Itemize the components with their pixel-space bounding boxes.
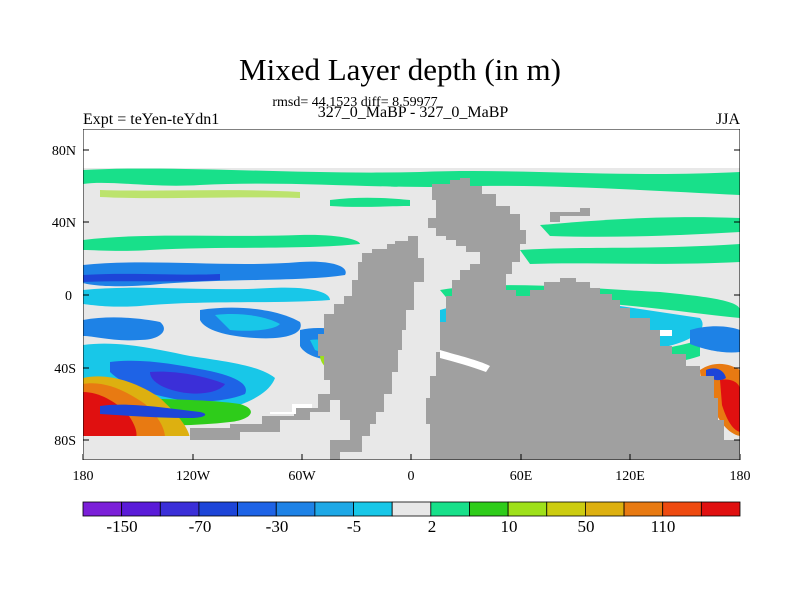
lat-label-80n: 80N <box>52 144 76 159</box>
lat-label-40n: 40N <box>52 216 76 231</box>
lat-label-40s: 40S <box>54 362 76 377</box>
colorbar <box>82 501 741 517</box>
colorbar-box <box>314 501 354 517</box>
colorbar-box <box>700 501 741 517</box>
colorbar-box <box>275 501 316 517</box>
colorbar-box <box>198 501 238 517</box>
colorbar-box <box>159 501 200 517</box>
lon-tick-labels: 180 120W 60W 0 60E 120E 180 <box>73 469 751 484</box>
lon-label-120e: 120E <box>615 469 645 484</box>
lon-label-180e: 180 <box>730 469 751 484</box>
map-title: Mixed Layer depth (in m) <box>239 52 561 87</box>
cbar-label-neg70: -70 <box>189 517 212 536</box>
cbar-label-neg30: -30 <box>266 517 289 536</box>
colorbar-box <box>237 501 277 517</box>
stats-line: rmsd= 44.1523 diff= 8.59977 <box>272 95 438 110</box>
cbar-label-50: 50 <box>578 517 595 536</box>
colorbar-box <box>507 501 548 517</box>
colorbar-box <box>469 501 509 517</box>
lat-label-80s: 80S <box>54 434 76 449</box>
cbar-label-10: 10 <box>501 517 518 536</box>
lon-label-120w: 120W <box>176 469 211 484</box>
colorbar-labels: -150 -70 -30 -5 2 10 50 110 <box>106 517 675 536</box>
cbar-label-2: 2 <box>428 517 437 536</box>
period-subtitle: 327_0_MaBP - 327_0_MaBP <box>317 104 509 121</box>
lat-tick-labels: 80N 40N 0 40S 80S <box>52 144 76 449</box>
map-field <box>83 129 740 460</box>
colorbar-box <box>623 501 664 517</box>
cbar-label-neg150: -150 <box>106 517 137 536</box>
lat-ticks <box>83 149 740 441</box>
lon-label-60w: 60W <box>288 469 316 484</box>
colorbar-box <box>546 501 586 517</box>
colorbar-box <box>82 501 123 517</box>
cbar-label-neg5: -5 <box>347 517 361 536</box>
experiment-label: Expt = teYen-teYdn1 <box>83 111 220 128</box>
cbar-label-110: 110 <box>651 517 676 536</box>
lon-label-180w: 180 <box>73 469 94 484</box>
lon-label-0: 0 <box>408 469 415 484</box>
colorbar-box <box>430 501 470 517</box>
lat-label-0: 0 <box>65 289 72 304</box>
lon-ticks <box>82 454 741 460</box>
colorbar-box <box>662 501 702 517</box>
colorbar-box <box>585 501 625 517</box>
lon-label-60e: 60E <box>510 469 533 484</box>
colorbar-box <box>121 501 161 517</box>
season-label: JJA <box>715 111 740 128</box>
colorbar-box <box>391 501 432 517</box>
colorbar-box <box>353 501 393 517</box>
